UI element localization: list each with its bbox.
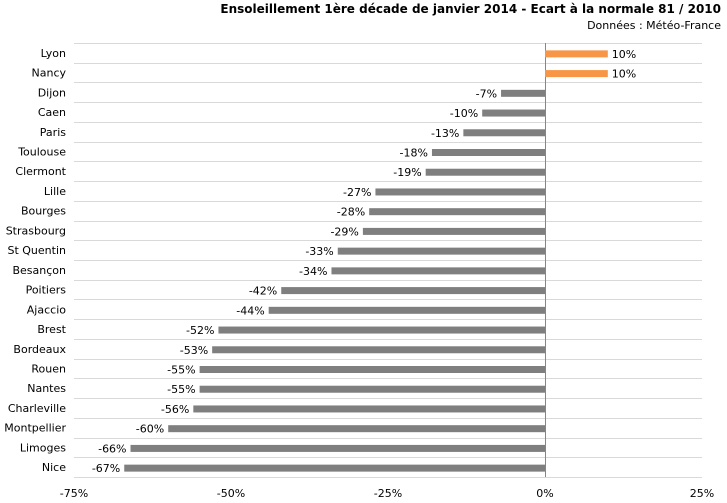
- category-label: Besançon: [12, 264, 66, 277]
- data-label: -60%: [136, 423, 164, 436]
- bar: [501, 89, 545, 97]
- data-label: 10%: [612, 68, 636, 81]
- bar: [199, 366, 545, 373]
- category-label: Montpellier: [4, 422, 66, 435]
- category-label: Bordeaux: [13, 343, 66, 356]
- category-label: Toulouse: [17, 146, 66, 159]
- gridlines: [74, 43, 702, 478]
- bar: [199, 385, 545, 393]
- bar: [369, 208, 545, 216]
- bar: [193, 405, 545, 413]
- bar: [545, 50, 608, 58]
- category-label: Poitiers: [26, 284, 67, 297]
- bar: [425, 168, 545, 176]
- category-label: Paris: [40, 126, 66, 139]
- data-label: -44%: [236, 304, 264, 317]
- bar: [362, 227, 545, 235]
- category-labels: Lyon Nancy Dijon Caen Paris Toulouse Clermont L…: [4, 47, 66, 474]
- data-label: -42%: [249, 285, 277, 298]
- bar: [130, 444, 545, 452]
- bar: [168, 425, 545, 433]
- data-label: -27%: [343, 186, 371, 199]
- x-tick-labels: -75% -50% -25% 0% 25%: [60, 487, 714, 500]
- data-label: -52%: [186, 324, 214, 337]
- category-label: Caen: [38, 106, 66, 119]
- bar: [218, 326, 545, 334]
- x-tick-label: 0%: [536, 487, 553, 500]
- category-label: Bourges: [21, 205, 66, 218]
- bar: [482, 109, 545, 117]
- bar: [545, 70, 608, 78]
- category-label: Nantes: [27, 382, 66, 395]
- data-label: -33%: [305, 245, 333, 258]
- data-labels: 10% 10% -7% -10% -13%-18% -19% -27% -28% -29% -33…: [92, 48, 636, 475]
- data-label: -34%: [299, 265, 327, 278]
- bar: [281, 287, 545, 295]
- data-label: -53%: [180, 344, 208, 357]
- category-label: Nancy: [32, 67, 67, 80]
- data-label: -7%: [476, 87, 497, 100]
- x-tick-label: -25%: [374, 487, 402, 500]
- data-label: -55%: [167, 364, 195, 377]
- data-label: -18%: [400, 147, 428, 160]
- bar: [431, 149, 545, 156]
- data-label: -66%: [98, 442, 126, 455]
- category-label: Charleville: [8, 402, 66, 415]
- data-label: -67%: [92, 462, 120, 475]
- data-label: -13%: [431, 127, 459, 140]
- category-label: Lille: [44, 185, 66, 198]
- data-label: 10%: [612, 48, 636, 61]
- category-label: Ajaccio: [27, 303, 66, 316]
- category-label: Nice: [42, 461, 66, 474]
- data-label: -29%: [330, 225, 358, 238]
- category-label: Brest: [37, 323, 66, 336]
- bar: [268, 306, 545, 314]
- chart-title: Ensoleillement 1ère décade de janvier 20…: [220, 2, 721, 16]
- category-label: Limoges: [20, 441, 66, 454]
- category-label: St Quentin: [7, 244, 66, 257]
- data-label: -19%: [393, 166, 421, 179]
- bar: [337, 247, 545, 255]
- x-tick-label: -50%: [217, 487, 245, 500]
- bar: [212, 346, 545, 354]
- data-label: -56%: [161, 403, 189, 416]
- category-label: Lyon: [41, 47, 66, 60]
- bar: [331, 267, 545, 275]
- bar: [375, 188, 545, 196]
- chart-subtitle: Données : Météo-France: [587, 19, 721, 32]
- category-label: Clermont: [15, 165, 66, 178]
- data-label: -55%: [167, 383, 195, 396]
- bar: [463, 129, 545, 137]
- x-tick-label: -75%: [60, 487, 88, 500]
- category-label: Strasbourg: [6, 224, 66, 237]
- category-label: Rouen: [31, 363, 66, 376]
- category-label: Dijon: [38, 86, 66, 99]
- data-label: -10%: [450, 107, 478, 120]
- data-label: -28%: [337, 206, 365, 219]
- bar: [124, 464, 546, 472]
- x-tick-label: 25%: [690, 487, 714, 500]
- bars: [124, 50, 608, 472]
